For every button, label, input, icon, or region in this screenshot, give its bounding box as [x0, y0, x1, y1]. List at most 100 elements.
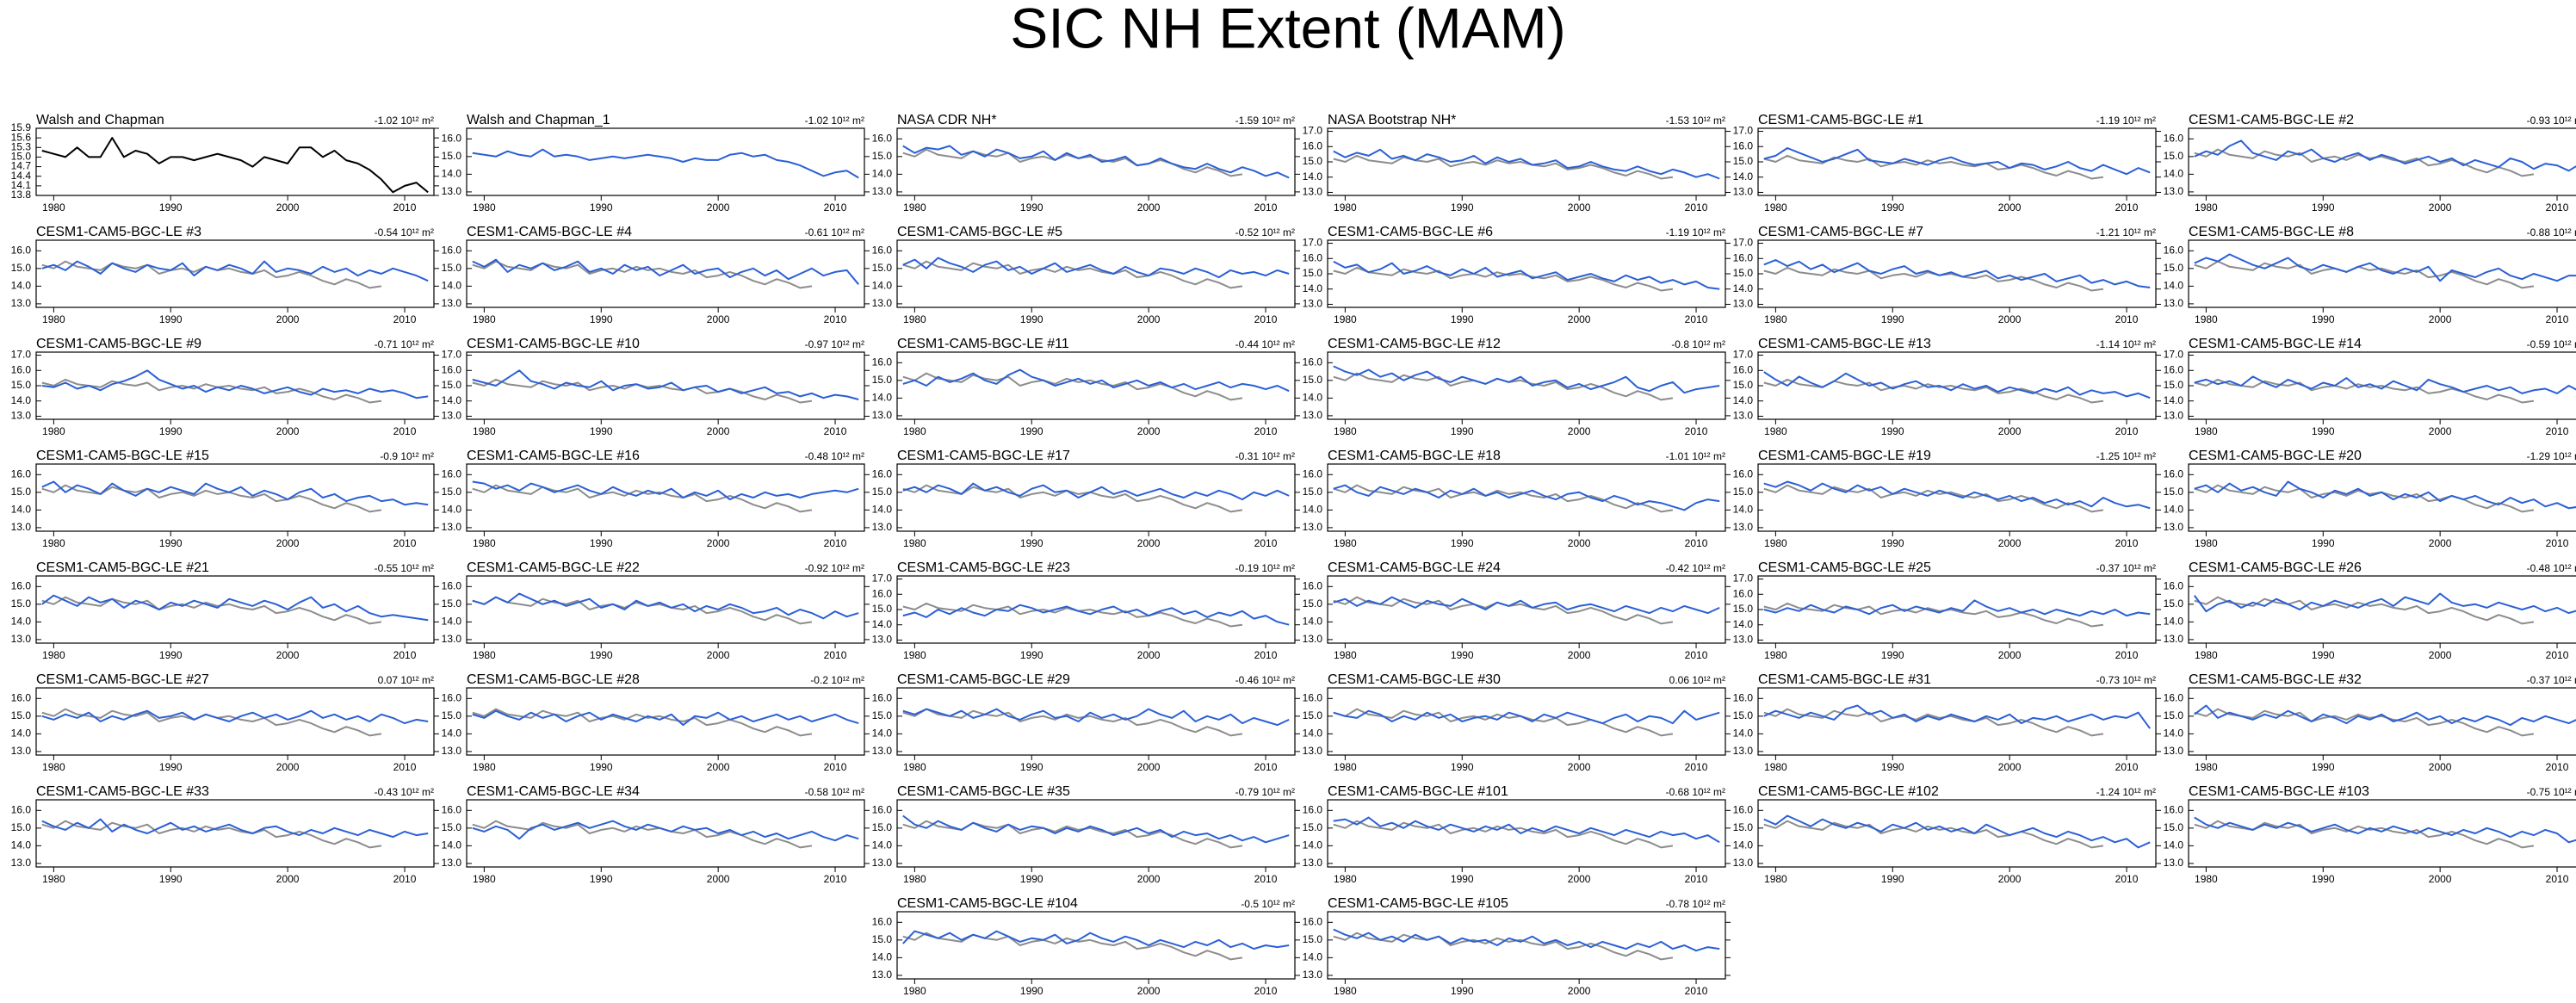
series-line — [2194, 704, 2576, 727]
panel-title: CESM1-CAM5-BGC-LE #16 — [467, 449, 640, 463]
series-line — [1333, 484, 1674, 513]
y-tick-label: 13.0 — [872, 634, 893, 646]
x-tick-label: 2000 — [276, 425, 300, 437]
y-tick-label: 14.0 — [2164, 727, 2184, 740]
series-line — [902, 368, 1290, 393]
y-tick-label: 16.0 — [1733, 139, 1754, 152]
x-tick-label: 2010 — [1685, 201, 1708, 214]
y-tick-label: 15.0 — [872, 603, 893, 615]
x-tick-label: 2000 — [1568, 201, 1591, 214]
y-tick-label: 14.0 — [2164, 839, 2184, 851]
y-tick-label: 16.0 — [1303, 915, 1323, 927]
series-line — [41, 260, 429, 282]
panel-title: CESM1-CAM5-BGC-LE #20 — [2189, 449, 2362, 463]
y-tick-label: 13.0 — [1733, 186, 1754, 198]
x-tick-label: 2000 — [1568, 537, 1591, 549]
y-tick-label: 14.0 — [442, 727, 462, 740]
panel-frame — [2188, 239, 2576, 308]
x-tick-label: 2010 — [2115, 761, 2139, 773]
x-tick-label: 2000 — [1137, 313, 1161, 325]
trend-label: -0.37 10¹² m² — [2527, 674, 2576, 686]
x-tick-label: 2010 — [1685, 985, 1708, 997]
y-tick-label: 14.0 — [1733, 727, 1754, 740]
x-tick-label: 2010 — [393, 201, 417, 214]
series-line — [1763, 708, 2104, 737]
x-tick-label: 2010 — [393, 649, 417, 661]
trend-label: -0.37 10¹² m² — [2096, 562, 2156, 574]
panel-title: CESM1-CAM5-BGC-LE #33 — [36, 784, 209, 799]
x-tick-label: 2010 — [824, 873, 847, 885]
y-tick-label: 16.0 — [1733, 691, 1754, 703]
y-tick-label: 13.0 — [872, 857, 893, 869]
x-tick-label: 1980 — [903, 873, 926, 885]
series-line — [1763, 371, 2151, 399]
y-tick-label: 16.0 — [11, 244, 32, 256]
y-tick-label: 14.0 — [11, 394, 32, 406]
series-line — [902, 602, 1243, 628]
y-tick-label: 14.0 — [11, 839, 32, 851]
panel-title: CESM1-CAM5-BGC-LE #103 — [2189, 784, 2369, 799]
y-tick-label: 13.0 — [11, 410, 32, 422]
x-tick-label: 2010 — [1254, 537, 1278, 549]
x-tick-label: 2010 — [2115, 313, 2139, 325]
x-tick-label: 2010 — [824, 201, 847, 214]
y-tick-label: 16.0 — [872, 356, 893, 368]
x-tick-label: 2010 — [2115, 201, 2139, 214]
series-line — [1763, 704, 2152, 729]
x-tick-label: 1990 — [2312, 313, 2335, 325]
panel-frame — [896, 911, 1296, 980]
x-tick-label: 2000 — [2429, 537, 2452, 549]
panel-frame — [466, 799, 865, 868]
y-tick-label: 14.0 — [1303, 392, 1323, 404]
x-tick-label: 1990 — [1020, 649, 1043, 661]
y-tick-label: 13.0 — [11, 857, 32, 869]
y-tick-label: 15.0 — [1303, 486, 1323, 498]
x-tick-label: 1990 — [1020, 537, 1043, 549]
series-line — [902, 260, 1243, 289]
trend-label: -0.92 10¹² m² — [805, 562, 864, 574]
y-tick-label: 14.0 — [2164, 280, 2184, 292]
x-tick-label: 1990 — [2312, 873, 2335, 885]
x-tick-label: 2010 — [824, 761, 847, 773]
panel-title: CESM1-CAM5-BGC-LE #1 — [1758, 113, 1923, 127]
page-title: SIC NH Extent (MAM) — [1010, 0, 1565, 59]
y-tick-label: 13.0 — [1303, 745, 1323, 757]
panel-frame — [1327, 687, 1726, 756]
series-line — [1763, 480, 2151, 510]
series-line — [902, 604, 1290, 626]
x-tick-label: 1980 — [473, 537, 496, 549]
y-tick-label: 16.0 — [2164, 691, 2184, 703]
y-tick-label: 16.0 — [1303, 579, 1323, 591]
y-tick-label: 13.0 — [11, 521, 32, 533]
x-tick-label: 1980 — [42, 201, 65, 214]
x-tick-label: 1990 — [1451, 873, 1474, 885]
panel-frame — [1327, 575, 1726, 644]
series-line — [1333, 484, 1720, 511]
x-tick-label: 1980 — [1334, 537, 1357, 549]
x-tick-label: 2000 — [707, 761, 730, 773]
series-line — [2194, 139, 2576, 172]
panel-frame — [1757, 127, 2157, 196]
y-tick-label: 13.0 — [442, 521, 462, 533]
x-tick-label: 2000 — [707, 313, 730, 325]
series-line — [1333, 816, 1720, 844]
x-tick-label: 2010 — [2115, 425, 2139, 437]
x-tick-label: 1980 — [2195, 425, 2218, 437]
x-tick-label: 1990 — [1881, 537, 1904, 549]
x-tick-label: 2000 — [2429, 313, 2452, 325]
y-tick-label: 15.0 — [11, 151, 32, 163]
y-tick-label: 13.0 — [872, 521, 893, 533]
y-tick-label: 17.0 — [1303, 125, 1323, 137]
y-tick-label: 15.0 — [1733, 603, 1754, 615]
x-tick-label: 2000 — [1568, 425, 1591, 437]
x-tick-label: 1990 — [1451, 985, 1474, 997]
x-tick-label: 1990 — [1020, 873, 1043, 885]
x-tick-label: 2000 — [276, 873, 300, 885]
series-line — [2194, 820, 2535, 849]
y-tick-label: 16.0 — [11, 467, 32, 480]
y-tick-label: 13.0 — [1303, 633, 1323, 645]
trend-label: -0.19 10¹² m² — [1235, 562, 1295, 574]
x-tick-label: 1990 — [590, 313, 613, 325]
y-tick-label: 13.0 — [2164, 521, 2184, 533]
series-line — [472, 820, 859, 842]
